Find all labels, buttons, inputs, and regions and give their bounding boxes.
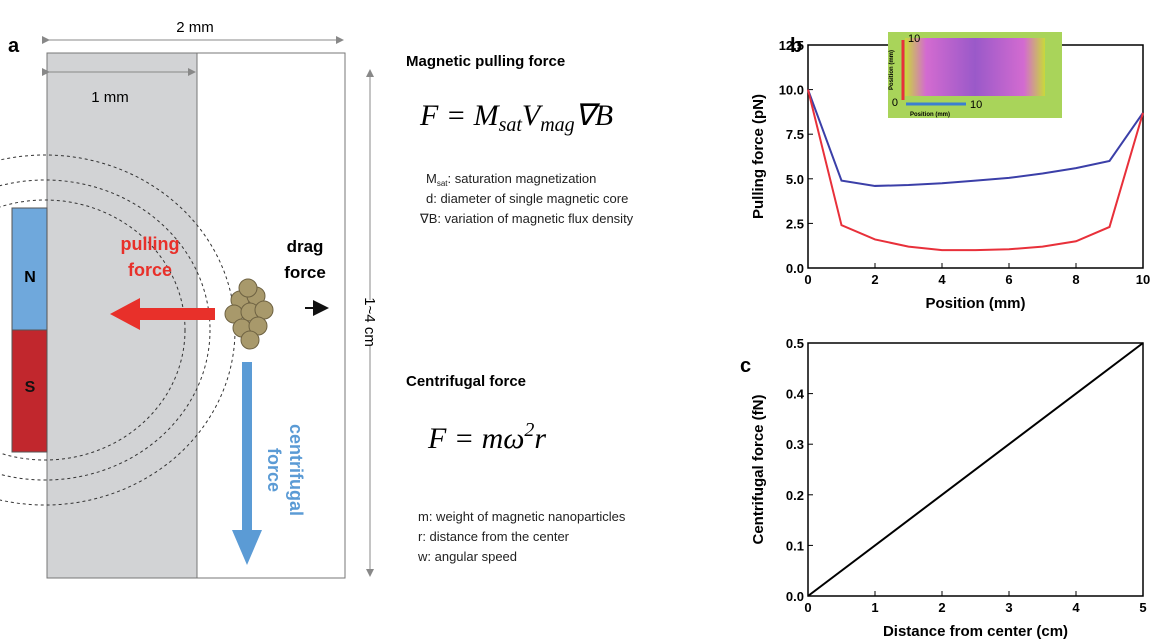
line-series (807, 89, 1144, 187)
heading: Centrifugal force (406, 373, 526, 390)
panel-label: a (8, 35, 20, 57)
inner-label: 1 mm (91, 89, 129, 106)
line-series (807, 89, 1144, 252)
definition: d: diameter of single magnetic core (426, 191, 628, 206)
eq-sup: 2 (524, 419, 534, 441)
def-part: : saturation magnetization (448, 171, 597, 186)
y-tick-label: 0.4 (786, 387, 805, 402)
y-tick-label: 0.3 (786, 437, 804, 452)
centrifugal-label: force (264, 448, 284, 492)
definition: w: angular speed (417, 549, 517, 564)
panel-label: b (790, 35, 802, 57)
line-series (807, 342, 1144, 597)
definition: m: weight of magnetic nanoparticles (418, 509, 626, 524)
x-tick-label: 5 (1139, 600, 1146, 615)
eq-part: ∇B (575, 99, 613, 132)
def-sub: sat (437, 179, 448, 188)
width-label: 2 mm (176, 19, 214, 36)
x-tick-label: 0 (804, 600, 811, 615)
nanoparticle (224, 278, 274, 350)
magnet-south (11, 329, 48, 453)
inset-field (905, 38, 1045, 96)
y-tick-label: 0.2 (786, 488, 804, 503)
plot-frame (807, 342, 1144, 597)
x-tick-label: 0 (804, 272, 811, 287)
y-tick-label: 10.0 (779, 83, 804, 98)
inset-tick: 10 (908, 33, 920, 45)
y-tick-label: 0.5 (786, 336, 804, 351)
definition: Msat: saturation magnetization (426, 171, 596, 188)
eq-part: V (522, 99, 544, 132)
centrifugal-label: centrifugal (286, 424, 306, 516)
y-tick-label: 2.5 (786, 216, 804, 231)
south-label: S (25, 379, 36, 396)
x-tick-label: 10 (1136, 272, 1150, 287)
heading: Magnetic pulling force (406, 53, 565, 70)
x-tick-label: 1 (871, 600, 878, 615)
y-tick-label: 0.0 (786, 261, 804, 276)
x-axis-label: Position (mm) (926, 295, 1026, 312)
eq-part: F = mω (427, 422, 524, 455)
eq-part: r (534, 422, 546, 455)
inset: 10 0 10 Position (mm) Position (mm) (888, 32, 1062, 118)
eq-sub: sat (499, 114, 523, 136)
y-axis-label: Pulling force (pN) (750, 94, 767, 219)
def-part: M (426, 171, 437, 186)
magnet-north (11, 207, 48, 331)
x-axis-label: Distance from center (cm) (883, 623, 1068, 639)
inset-ylabel: Position (mm) (889, 50, 895, 90)
eq-sub: mag (540, 114, 574, 136)
pulling-label: force (128, 260, 172, 280)
y-axis-label: Centrifugal force (fN) (750, 394, 767, 544)
x-tick-label: 8 (1072, 272, 1079, 287)
x-tick-label: 3 (1005, 600, 1012, 615)
x-tick-label: 4 (1072, 600, 1080, 615)
pulling-label: pulling (121, 234, 180, 254)
inset-tick: 10 (970, 99, 982, 111)
x-tick-label: 2 (938, 600, 945, 615)
y-tick-label: 12.5 (779, 38, 804, 53)
north-label: N (24, 269, 36, 286)
x-tick-label: 2 (871, 272, 878, 287)
definition: ∇B: variation of magnetic flux density (419, 211, 634, 226)
pulling-arrow (110, 298, 215, 330)
inset-tick: 0 (892, 97, 898, 109)
y-tick-label: 0.1 (786, 538, 804, 553)
y-tick-label: 7.5 (786, 127, 804, 142)
y-tick-label: 0.0 (786, 589, 804, 604)
height-label: 1~4 cm (361, 297, 378, 347)
equation: F = MsatVmag∇B (419, 99, 613, 136)
eq-part: F = M (419, 99, 501, 132)
panel-label: c (740, 355, 751, 377)
x-tick-label: 6 (1005, 272, 1012, 287)
equation: F = mω2r (427, 419, 546, 455)
drag-label: drag (287, 237, 324, 256)
drag-label: force (284, 263, 326, 282)
y-tick-label: 5.0 (786, 172, 804, 187)
x-tick-label: 4 (938, 272, 946, 287)
definition: r: distance from the center (418, 529, 570, 544)
centrifugal-arrow (232, 362, 262, 565)
inset-xlabel: Position (mm) (910, 112, 950, 118)
